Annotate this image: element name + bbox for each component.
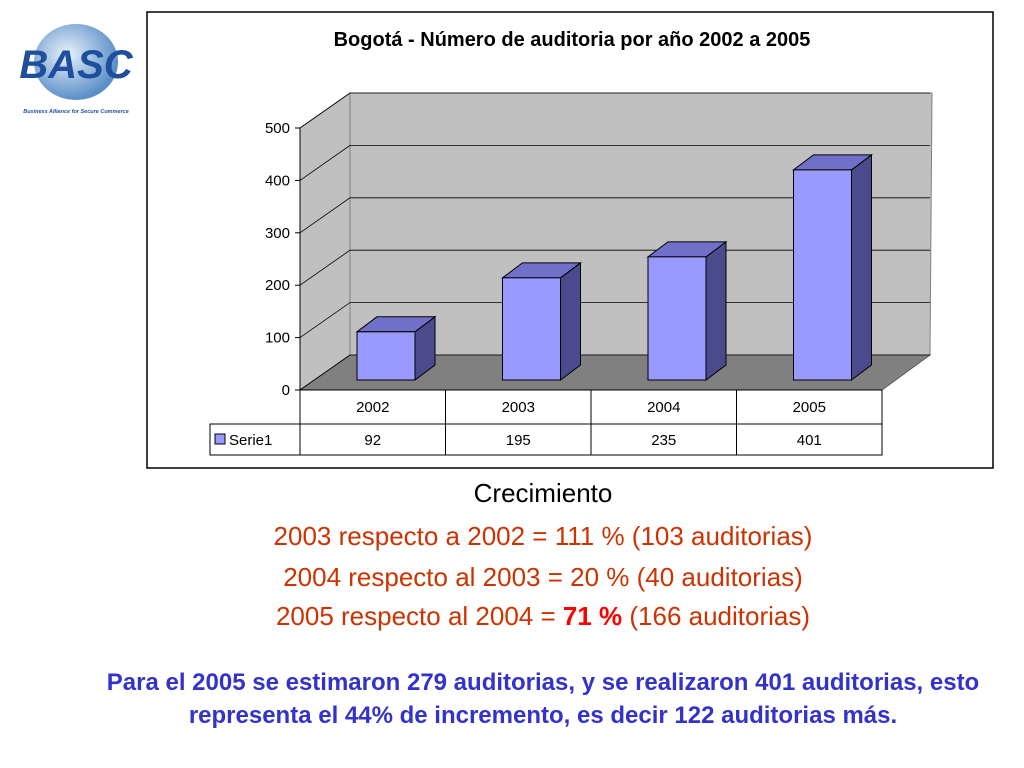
y-tick-label: 400 bbox=[265, 172, 290, 189]
bar bbox=[501, 261, 582, 381]
text-run-bold: 71 % bbox=[563, 601, 622, 631]
x-tick-label: 2002 bbox=[356, 399, 389, 416]
bar-front bbox=[647, 256, 707, 381]
x-tick-label: 2005 bbox=[793, 399, 826, 416]
note: Para el 2005 se estimaron 279 auditorias… bbox=[106, 669, 980, 729]
growth-line: 2003 respecto a 2002 = 111 % (103 audito… bbox=[274, 521, 813, 551]
y-tick-label: 200 bbox=[265, 277, 290, 294]
grid-line bbox=[299, 249, 930, 286]
grid-line bbox=[299, 302, 930, 338]
logo-globe bbox=[34, 24, 118, 100]
legend-swatch bbox=[214, 433, 226, 445]
table-value: 195 bbox=[506, 432, 531, 449]
bar-side bbox=[705, 240, 727, 381]
growth-heading: Crecimiento bbox=[474, 478, 613, 508]
bar bbox=[792, 153, 873, 381]
y-tick-label: 100 bbox=[265, 330, 290, 347]
bar-front bbox=[502, 277, 561, 381]
grid-line bbox=[299, 197, 930, 234]
chart-title: Bogotá - Número de auditoria por año 200… bbox=[334, 29, 811, 51]
y-tick-label: 300 bbox=[265, 225, 290, 242]
side-wall bbox=[299, 92, 351, 391]
table-value: 92 bbox=[364, 432, 381, 449]
y-tick-label: 0 bbox=[282, 382, 290, 399]
bar bbox=[355, 315, 437, 381]
x-tick-label: 2003 bbox=[502, 399, 535, 416]
bar-side bbox=[851, 153, 872, 381]
grid-line bbox=[299, 144, 930, 181]
bar-front bbox=[793, 169, 852, 381]
grid-line bbox=[299, 354, 930, 391]
legend-label: Serie1 bbox=[229, 432, 272, 449]
logo-caption: Business Alliance for Secure Commerce bbox=[23, 109, 129, 115]
text-run: 2005 respecto al 2004 = bbox=[276, 601, 563, 631]
logo: BASC Business Alliance for Secure Commer… bbox=[19, 24, 134, 115]
growth-line: 2004 respecto al 2003 = 20 % (40 auditor… bbox=[283, 562, 803, 592]
x-tick-label: 2004 bbox=[647, 399, 680, 416]
logo-text: BASC bbox=[19, 43, 133, 87]
grid-line bbox=[299, 92, 930, 129]
table-value: 235 bbox=[651, 432, 676, 449]
table-value: 401 bbox=[797, 432, 822, 449]
bar-front bbox=[356, 331, 416, 381]
y-tick-label: 500 bbox=[265, 120, 290, 137]
plot-area: 0 100 200 300 400 500 Serie1 92 195 235 401 2002 200… bbox=[209, 92, 933, 456]
bar-side bbox=[560, 261, 581, 381]
bar bbox=[646, 240, 728, 381]
text-run: (166 auditorias) bbox=[622, 601, 810, 631]
growth-line: 2005 respecto al 2004 = 71 % (166 audito… bbox=[276, 601, 810, 631]
